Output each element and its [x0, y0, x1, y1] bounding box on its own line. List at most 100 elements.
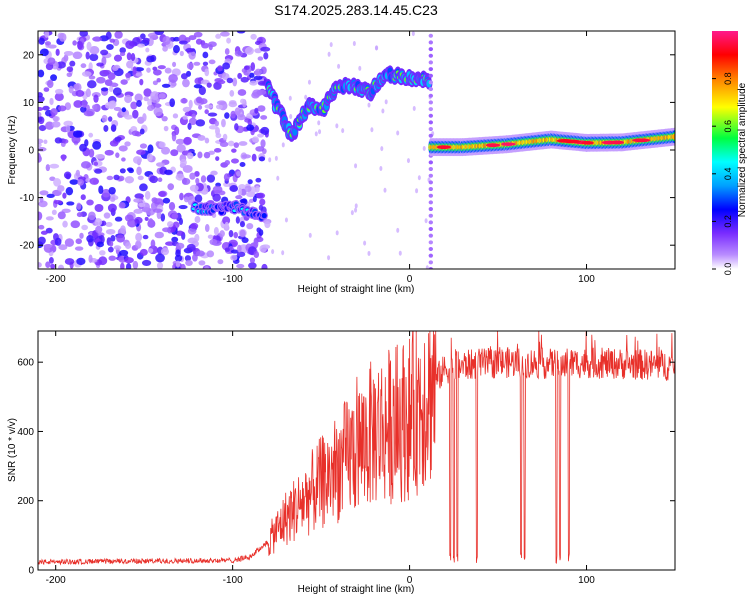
noise-blob [43, 87, 50, 92]
noise-blob [72, 130, 83, 138]
noise-blob [89, 46, 100, 55]
noise-blob [63, 120, 74, 127]
noise-blob [72, 51, 83, 60]
noise-blob [134, 93, 143, 102]
noise-blob [240, 76, 249, 83]
noise-blob [88, 254, 93, 264]
noise-blob [39, 48, 49, 57]
noise-blob [98, 185, 104, 195]
noise-blob [231, 148, 237, 153]
streak-mark [428, 33, 434, 38]
noise-blob [75, 169, 80, 177]
noise-blob [248, 262, 257, 269]
noise-blob [236, 170, 242, 177]
noise-blob [182, 115, 188, 120]
noise-blob [175, 138, 185, 145]
noise-blob [104, 149, 114, 156]
noise-blob [257, 56, 264, 61]
noise-blob [222, 133, 228, 141]
noise-blob [263, 52, 269, 60]
noise-blob [50, 108, 58, 116]
noise-blob [140, 33, 146, 40]
spectrogram-y-axis: -20 -10 0 10 20 [20, 50, 675, 252]
noise-blob [235, 195, 243, 200]
noise-blob [236, 251, 246, 258]
noise-blob [206, 250, 215, 258]
noise-blob [105, 31, 112, 40]
noise-blob [337, 63, 341, 69]
spectrogram-ylabel: Frequency (Hz) [7, 116, 18, 185]
noise-blob [284, 217, 288, 223]
noise-blob [38, 262, 42, 268]
noise-blob [49, 97, 54, 106]
noise-blob [259, 244, 268, 253]
noise-blob [118, 202, 126, 209]
noise-blob [219, 141, 229, 148]
noise-blob [106, 175, 114, 181]
noise-blob [88, 211, 96, 221]
noise-blob [105, 228, 116, 235]
x-tick-label: -100 [223, 575, 243, 586]
noise-blob [56, 61, 66, 69]
streak-mark [428, 93, 434, 98]
y-tick-label: 400 [17, 427, 34, 438]
noise-blob [253, 251, 260, 259]
x-tick-label: -200 [46, 274, 66, 285]
noise-blob [81, 224, 89, 231]
noise-blob [261, 263, 268, 269]
noise-blob [43, 244, 53, 249]
noise-blob [308, 232, 312, 238]
noise-blob [58, 105, 67, 112]
noise-blob [147, 98, 152, 107]
noise-blob [43, 139, 48, 144]
noise-blob [144, 190, 151, 200]
noise-blob [206, 82, 212, 88]
noise-blob [209, 238, 218, 246]
noise-blob [63, 50, 74, 56]
noise-blob [93, 94, 99, 103]
noise-blob [210, 170, 218, 176]
noise-blob [194, 194, 203, 203]
noise-blob [230, 254, 238, 261]
noise-blob [254, 185, 260, 193]
noise-blob [38, 147, 47, 152]
noise-blob [38, 111, 42, 118]
noise-blob [124, 214, 134, 222]
noise-blob [224, 160, 231, 166]
noise-blob [50, 263, 56, 269]
noise-blob [217, 65, 223, 72]
noise-blob [352, 41, 356, 47]
noise-blob [55, 48, 60, 56]
band-peak-mark [501, 142, 516, 146]
noise-blob [182, 78, 190, 88]
noise-blob [132, 109, 139, 119]
noise-blob [230, 249, 240, 254]
noise-blob [46, 193, 55, 198]
noise-blob [48, 256, 54, 264]
noise-blob [161, 146, 171, 155]
noise-blob [215, 156, 220, 162]
noise-blob [66, 72, 73, 78]
noise-blob [240, 98, 246, 104]
streak-mark [428, 60, 434, 65]
streak-mark [428, 120, 434, 125]
noise-blob [124, 114, 133, 120]
noise-blob [198, 260, 206, 266]
noise-blob [119, 47, 126, 54]
noise-blob [79, 143, 87, 152]
noise-blob [234, 50, 243, 57]
noise-blob [258, 204, 264, 211]
noise-blob [153, 103, 162, 108]
noise-blob [101, 114, 108, 123]
noise-blob [80, 194, 86, 201]
noise-blob [76, 202, 82, 210]
noise-blob [125, 40, 135, 49]
noise-blob [38, 69, 45, 78]
noise-blob [108, 255, 117, 261]
noise-blob [224, 112, 230, 119]
noise-blob [234, 123, 239, 131]
noise-blob [86, 80, 97, 89]
noise-blob [424, 218, 428, 224]
noise-blob [132, 66, 137, 75]
noise-blob [124, 94, 133, 104]
